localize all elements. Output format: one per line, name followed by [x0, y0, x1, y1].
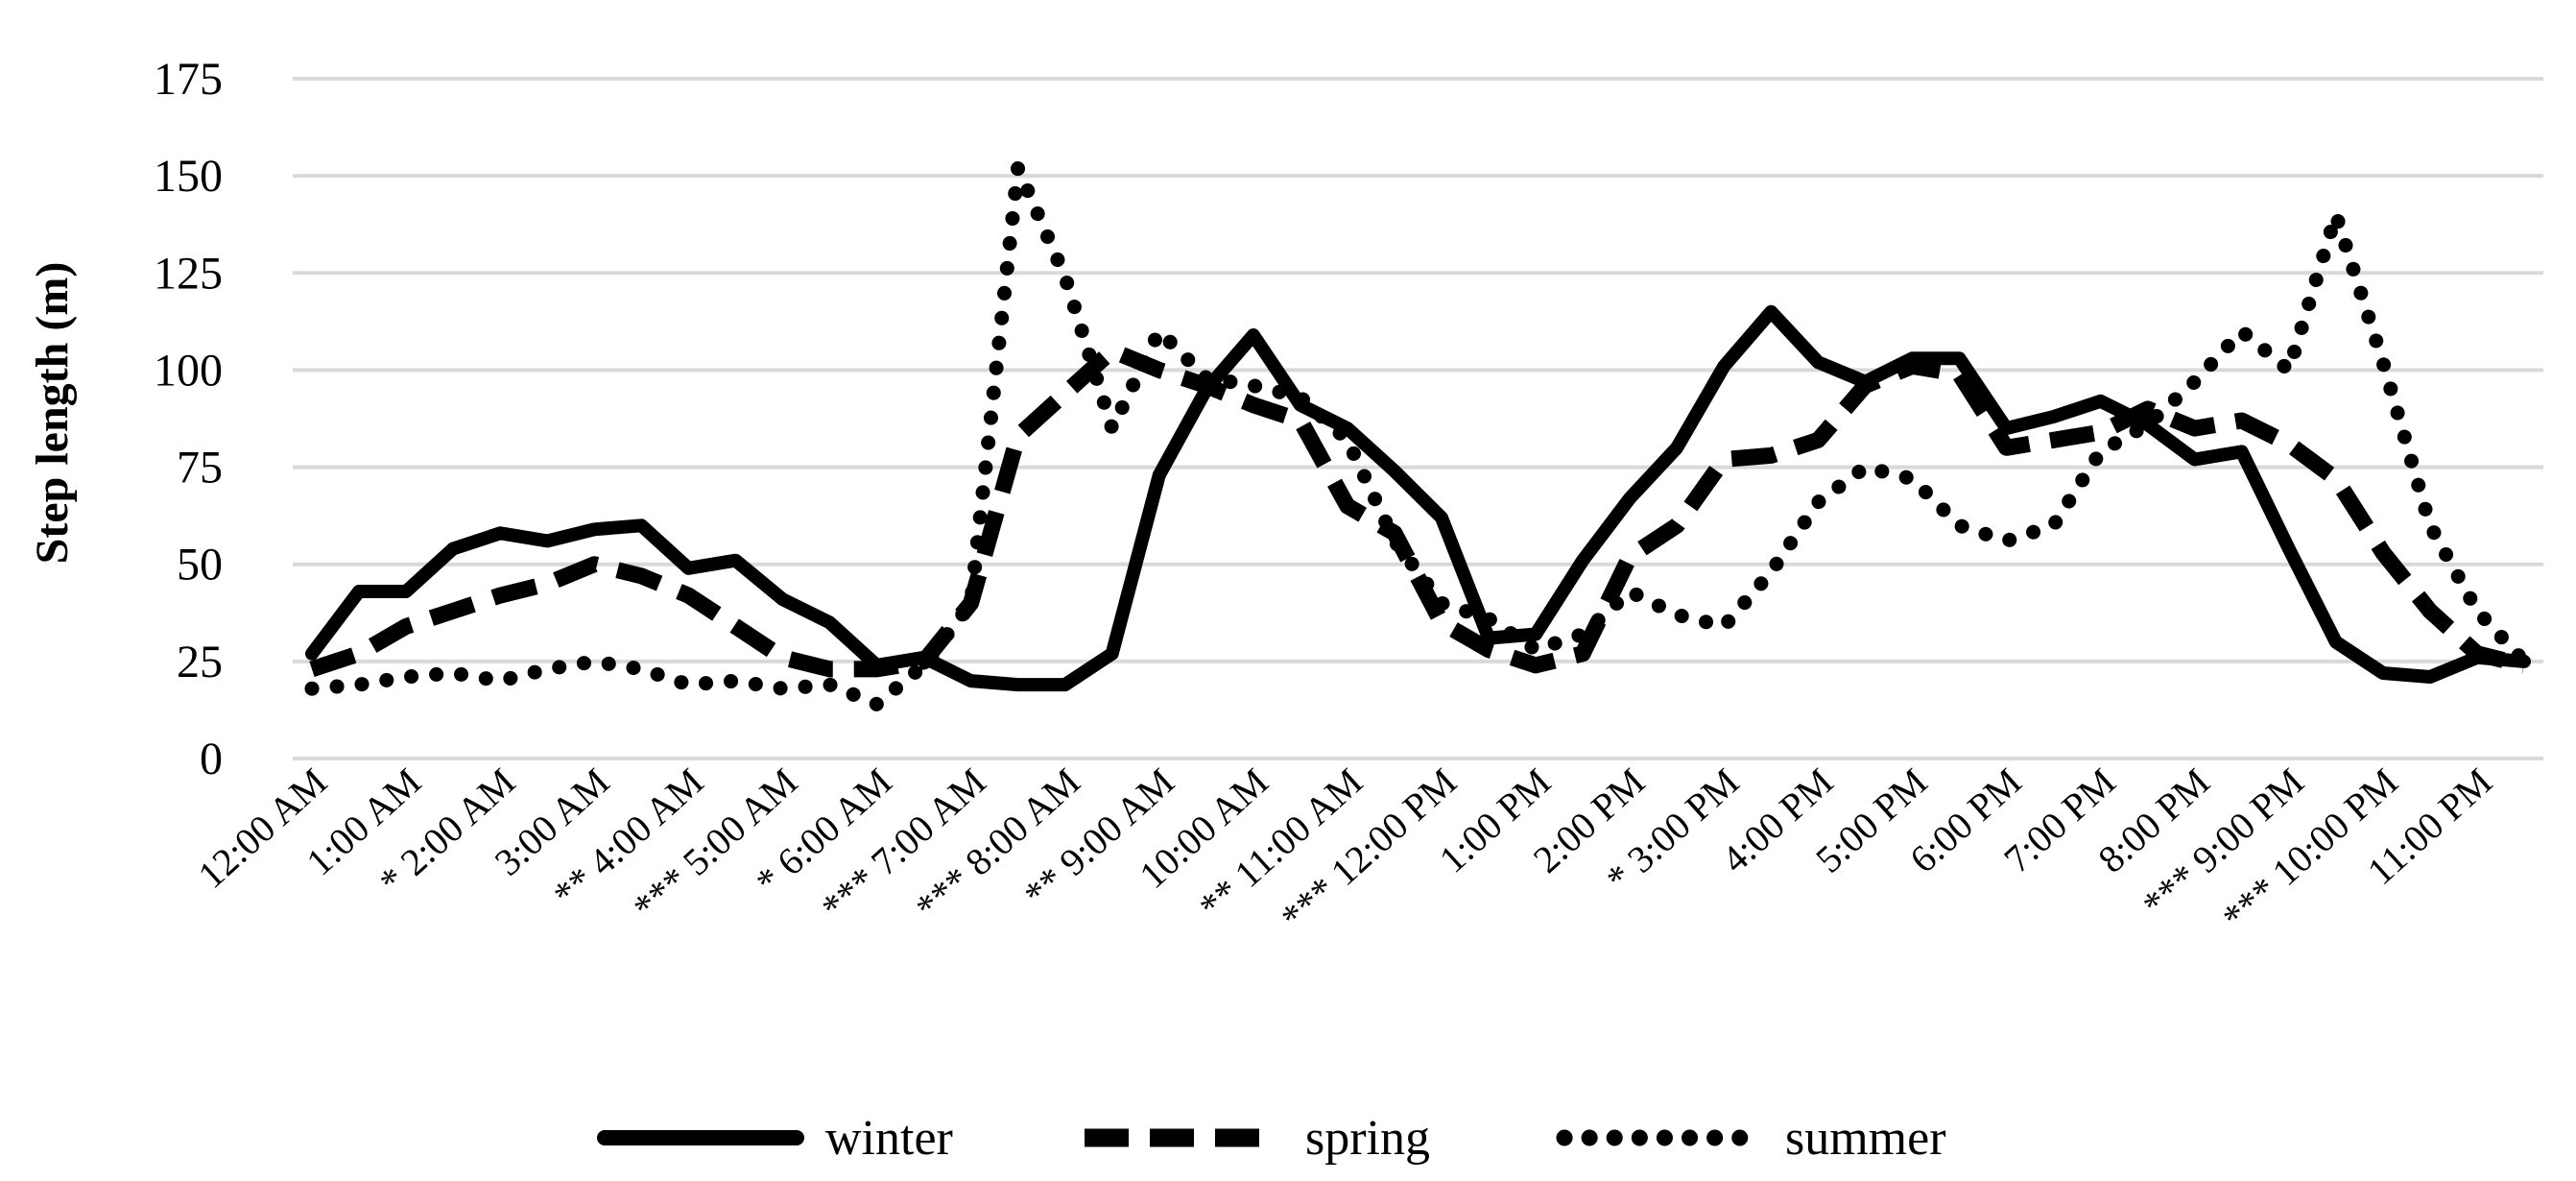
y-tick-label: 175 — [154, 54, 223, 105]
legend: winter spring summer — [597, 1111, 1946, 1166]
y-axis-ticks: 0 25 50 75 100 125 150 175 — [154, 54, 223, 784]
series-lines — [304, 160, 2532, 711]
series-line-winter — [305, 304, 2531, 692]
legend-label-spring: spring — [1305, 1111, 1430, 1166]
legend-item-spring: spring — [1085, 1111, 1430, 1166]
y-tick-label: 0 — [200, 734, 223, 784]
y-axis-title: Step length (m) — [27, 262, 78, 565]
y-tick-label: 25 — [177, 637, 223, 687]
y-tick-label: 50 — [177, 540, 223, 590]
series-line-spring — [309, 342, 2527, 678]
legend-label-summer: summer — [1785, 1111, 1946, 1166]
series-line-summer — [304, 160, 2532, 711]
y-tick-label: 150 — [154, 151, 223, 202]
y-tick-label: 100 — [154, 345, 223, 396]
y-tick-label: 75 — [177, 443, 223, 494]
legend-item-summer: summer — [1556, 1111, 1946, 1166]
x-axis-ticks: 12:00 AM1:00 AM* 2:00 AM3:00 AM** 4:00 A… — [190, 759, 2500, 939]
legend-item-winter: winter — [597, 1111, 953, 1166]
legend-label-winter: winter — [825, 1111, 953, 1166]
y-tick-label: 125 — [154, 248, 223, 299]
